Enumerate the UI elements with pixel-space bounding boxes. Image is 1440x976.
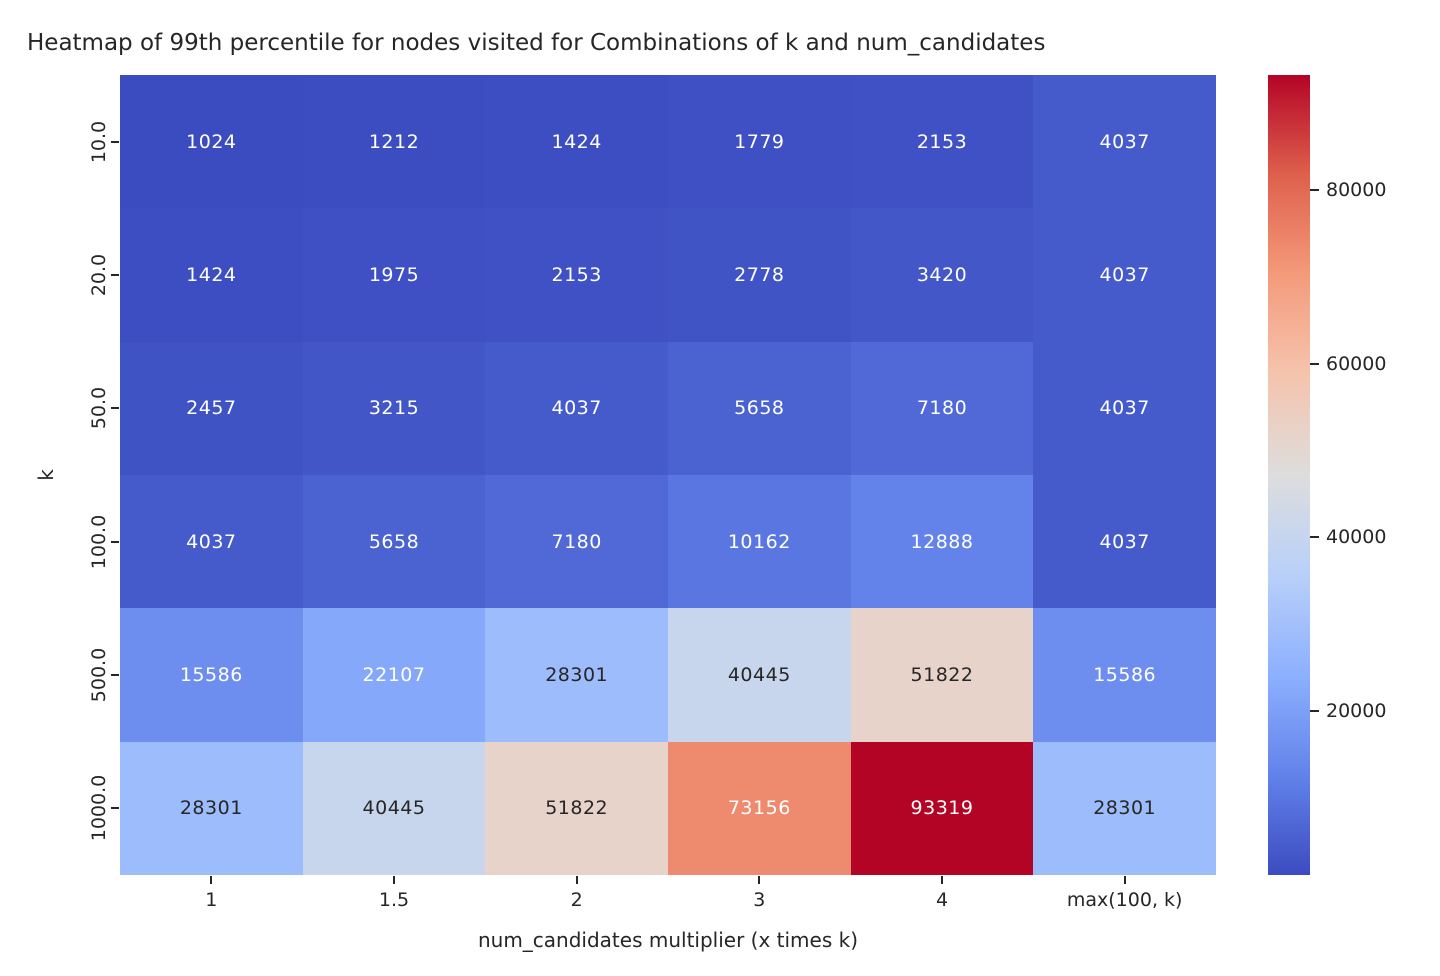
y-tick-mark (111, 407, 119, 410)
heatmap-cell: 5658 (302, 474, 486, 609)
chart-title: Heatmap of 99th percentile for nodes vis… (27, 30, 1046, 56)
x-tick-mark (210, 876, 213, 884)
y-tick-mark (111, 674, 119, 676)
colorbar-tick-label: 60000 (1326, 352, 1387, 375)
y-tick-mark (111, 274, 119, 276)
heatmap-cell: 4037 (1033, 75, 1216, 209)
x-tick-label: 1.5 (378, 889, 410, 911)
colorbar (1268, 75, 1310, 875)
heatmap-cell: 1424 (485, 75, 668, 209)
heatmap-cell: 2153 (485, 208, 668, 342)
y-tick-label: 20.0 (88, 253, 110, 297)
heatmap-plot: 1024 1212 1424 1779 2153 4037 1424 1975 2153 2778… (120, 75, 1216, 875)
x-tick-mark (1123, 876, 1126, 884)
y-tick-label: 100.0 (88, 514, 110, 569)
heatmap-cell: 1975 (302, 208, 486, 342)
heatmap-cell: 10162 (668, 474, 851, 609)
x-tick-label: 2 (570, 889, 583, 911)
colorbar-tick-label: 80000 (1326, 179, 1387, 202)
heatmap-cell: 1779 (668, 75, 851, 209)
heatmap-cell: 40445 (668, 608, 851, 742)
heatmap-cell: 2778 (668, 208, 851, 342)
x-tick-mark (941, 876, 943, 884)
x-axis-label: num_candidates multiplier (x times k) (477, 928, 859, 952)
y-axis-label: k (34, 469, 58, 481)
y-tick-mark (111, 540, 119, 543)
x-tick-mark (393, 876, 395, 884)
heatmap-cell: 1212 (302, 75, 486, 209)
y-tick-mark (111, 807, 119, 810)
x-tick-mark (758, 876, 761, 884)
heatmap-cell: 4037 (485, 341, 668, 475)
x-tick-label: 1 (205, 889, 218, 911)
y-tick-label: 50.0 (88, 387, 110, 430)
heatmap-cell: 1024 (120, 75, 303, 209)
heatmap-cell: 28301 (485, 608, 668, 742)
heatmap-cell: 5658 (668, 341, 851, 475)
heatmap-cell: 28301 (1033, 741, 1216, 875)
x-tick-label: max(100, k) (1066, 889, 1183, 911)
y-tick-mark (111, 140, 119, 143)
x-tick-label: 3 (753, 889, 766, 911)
heatmap-cell: 15586 (1033, 608, 1216, 742)
y-tick-label: 1000.0 (88, 775, 110, 842)
colorbar-tick-mark (1310, 189, 1319, 192)
colorbar-tick-label: 20000 (1326, 699, 1387, 722)
heatmap-cell: 51822 (485, 741, 668, 875)
x-tick-label: 4 (935, 889, 949, 911)
colorbar-tick-mark (1310, 709, 1319, 712)
y-tick-label: 500.0 (88, 647, 110, 703)
colorbar-tick-mark (1310, 536, 1319, 539)
y-tick-label: 10.0 (88, 120, 110, 163)
heatmap-cell: 2457 (120, 341, 303, 475)
colorbar-tick-label: 40000 (1326, 526, 1387, 549)
heatmap-cell: 73156 (668, 741, 851, 875)
heatmap-cell: 1424 (120, 208, 303, 342)
heatmap-cell: 12888 (850, 474, 1034, 609)
heatmap-cell: 7180 (485, 474, 668, 609)
heatmap-cell: 4037 (1033, 208, 1216, 342)
heatmap-cell: 28301 (120, 741, 303, 875)
heatmap-cell: 7180 (850, 341, 1034, 475)
heatmap-cell: 40445 (302, 741, 486, 875)
colorbar-tick-mark (1310, 362, 1319, 365)
heatmap-cell: 93319 (850, 741, 1034, 875)
heatmap-cell: 3420 (850, 208, 1034, 342)
heatmap-cell: 22107 (302, 608, 486, 742)
heatmap-cell: 51822 (850, 608, 1034, 742)
heatmap-cell: 4037 (1033, 341, 1216, 475)
heatmap-cell: 4037 (1033, 474, 1216, 609)
heatmap-cell: 2153 (850, 75, 1034, 209)
heatmap-cell: 4037 (120, 474, 303, 609)
heatmap-cell: 15586 (120, 608, 303, 742)
heatmap-cell: 3215 (302, 341, 486, 475)
x-tick-mark (575, 876, 578, 884)
